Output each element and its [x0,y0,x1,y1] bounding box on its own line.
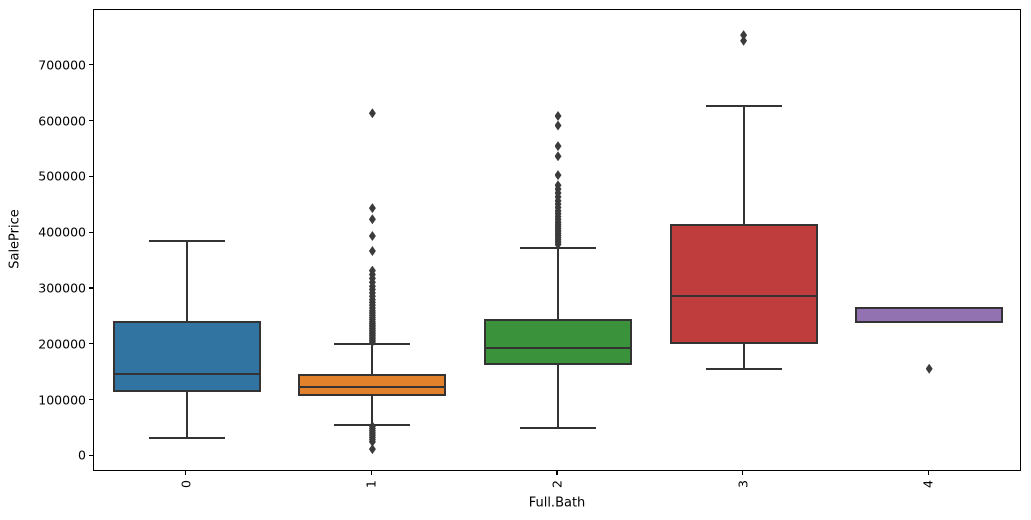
outlier-point [368,108,376,119]
lower-whisker [557,365,559,428]
outlier-point [554,151,562,162]
x-tick-mark [556,471,558,475]
y-tick-label: 300000 [38,280,86,296]
x-tick-label: 2 [549,480,565,488]
x-tick-label: 3 [735,480,751,488]
outlier-point [368,230,376,241]
y-tick-label: 0 [78,447,86,463]
box-category-3 [669,223,818,344]
outlier-point [368,203,376,214]
plot-area [93,9,1021,471]
outlier-point [368,436,376,447]
outlier-point [740,30,748,41]
y-tick-mark [89,231,93,233]
upper-whisker [185,241,188,321]
x-tick-mark [927,471,929,475]
x-tick-label: 1 [363,480,379,488]
outlier-point [740,35,748,46]
y-tick-mark [89,398,93,401]
y-tick-label: 500000 [38,168,86,184]
y-tick-mark [89,287,93,289]
outlier-point [368,444,376,455]
outlier-point [554,141,562,152]
y-tick-label: 200000 [38,336,86,352]
median-line [671,294,816,297]
y-tick-mark [89,343,93,345]
outlier-point [368,265,376,276]
lower-whisker [742,343,745,369]
outlier-point [925,363,933,374]
y-tick-label: 600000 [38,113,86,129]
median-line [300,385,445,388]
lower-whisker-cap [705,367,782,370]
lower-whisker-cap [148,436,225,439]
y-tick-mark [89,119,93,122]
x-tick-label: 0 [178,480,194,488]
lower-whisker-cap [520,426,596,429]
outlier-point [554,111,562,121]
upper-whisker-cap [705,104,782,107]
upper-whisker [742,105,745,224]
y-axis-label: SalePrice [7,209,23,269]
y-tick-label: 700000 [38,57,86,73]
upper-whisker [557,247,559,319]
outlier-point [368,246,376,257]
y-tick-mark [89,64,93,66]
outlier-point [368,214,376,225]
outlier-point [554,180,562,191]
median-line [114,373,259,376]
x-tick-mark [185,471,187,475]
box-category-1 [298,374,447,396]
outlier-point [554,120,562,131]
median-line [486,346,630,349]
box-category-0 [112,320,261,393]
y-tick-mark [89,454,93,456]
upper-whisker-cap [148,240,225,242]
y-tick-label: 100000 [38,392,86,408]
x-tick-mark [742,471,744,475]
y-tick-label: 400000 [38,224,86,240]
x-tick-label: 4 [920,480,936,488]
lower-whisker [185,392,188,438]
y-tick-mark [89,175,93,177]
x-axis-label: Full.Bath [528,495,586,511]
x-tick-mark [370,471,372,475]
upper-whisker [371,344,374,375]
box-category-2 [484,318,632,366]
lower-whisker [371,395,374,425]
outlier-point [554,170,562,181]
box-category-4 [855,307,1004,323]
